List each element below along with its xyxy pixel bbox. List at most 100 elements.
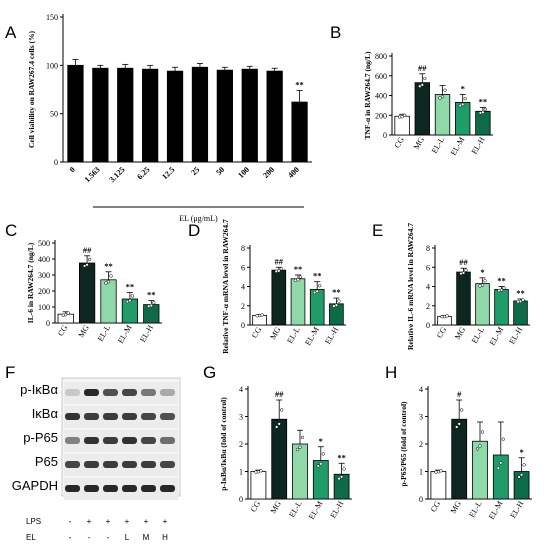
bar-g-2 bbox=[292, 443, 308, 500]
x-tick-label: MG bbox=[449, 499, 463, 515]
significance-label: ## bbox=[83, 245, 92, 255]
y-tick-label: 50 bbox=[50, 110, 58, 119]
x-tick-label: EL-L bbox=[96, 323, 113, 343]
sample-point bbox=[519, 473, 524, 477]
panel-letter-c: C bbox=[5, 221, 17, 240]
bar-a-0 bbox=[67, 64, 84, 163]
sample-point bbox=[501, 437, 505, 441]
x-tick-label: CG bbox=[392, 135, 405, 149]
sample-point bbox=[296, 278, 300, 282]
x-axis-label: EL (μg/mL) bbox=[179, 214, 218, 223]
blot-band bbox=[103, 413, 118, 420]
y-tick-label: 6 bbox=[241, 263, 245, 272]
x-tick-label: MG bbox=[77, 323, 91, 339]
sample-point bbox=[300, 435, 305, 440]
x-tick-label: EL-H bbox=[507, 325, 524, 345]
significance-label: * bbox=[461, 84, 465, 94]
x-tick-label: MG bbox=[453, 325, 467, 341]
sample-point bbox=[480, 283, 485, 287]
el-sign: L bbox=[125, 533, 130, 542]
sample-point bbox=[438, 96, 442, 100]
bar-a-8 bbox=[266, 70, 283, 163]
panel-letter-b: B bbox=[330, 23, 341, 42]
sample-point bbox=[483, 279, 487, 283]
blot-band bbox=[65, 413, 80, 420]
x-tick-label: EL-M bbox=[116, 324, 134, 345]
x-tick-label: 400 bbox=[286, 165, 301, 180]
bar-h-0 bbox=[430, 471, 447, 500]
sample-point bbox=[313, 290, 317, 295]
significance-label: ** bbox=[313, 271, 322, 281]
sample-point bbox=[298, 275, 303, 279]
sample-point bbox=[455, 425, 459, 429]
sample-point bbox=[260, 313, 264, 317]
significance-label: ** bbox=[294, 264, 303, 274]
sample-point bbox=[502, 286, 506, 290]
bar-d-3 bbox=[309, 288, 325, 326]
sample-point bbox=[130, 294, 135, 298]
bar-e-2 bbox=[475, 283, 490, 326]
bar-e-1 bbox=[456, 271, 471, 326]
sample-point bbox=[518, 299, 523, 304]
y-tick-label: 8 bbox=[426, 244, 430, 253]
y-tick-label: 2 bbox=[241, 302, 245, 311]
chart-e: 0 2 4 6 8 Relative IL-6 mRNA level in RAW264.… bbox=[406, 223, 530, 350]
el-sign: M bbox=[143, 533, 150, 542]
x-tick-label: EL-M bbox=[488, 326, 506, 347]
y-axis-label: p-P65/P65 (fold of control) bbox=[399, 401, 408, 487]
significance-label: ## bbox=[275, 389, 284, 399]
significance-label: ** bbox=[147, 290, 156, 300]
sample-point bbox=[481, 110, 485, 114]
bar-b-3 bbox=[455, 102, 471, 136]
y-tick-label: 0 bbox=[241, 321, 245, 330]
y-tick-label: 0 bbox=[54, 158, 58, 167]
significance-label: * bbox=[519, 447, 523, 457]
blot-band bbox=[141, 437, 156, 444]
sample-point bbox=[418, 84, 422, 88]
sample-point bbox=[128, 298, 132, 303]
x-tick-label: EL-H bbox=[138, 323, 155, 343]
x-tick-label: EL-L bbox=[430, 135, 447, 155]
lps-sign: + bbox=[125, 517, 130, 526]
blot-band bbox=[84, 461, 99, 468]
sample-point bbox=[66, 311, 70, 315]
sample-point bbox=[318, 284, 322, 288]
y-tick-label: 300 bbox=[38, 271, 50, 280]
sample-point bbox=[342, 467, 346, 471]
el-sign: H bbox=[162, 533, 168, 542]
sample-point bbox=[464, 268, 468, 272]
blot-band bbox=[84, 437, 99, 444]
bar-c-1 bbox=[78, 262, 96, 324]
blot-band bbox=[84, 389, 99, 396]
y-axis-label: TNF-α in RAW264.7 (ng/L) bbox=[363, 51, 372, 139]
y-tick-label: 800 bbox=[375, 52, 387, 61]
y-tick-label: 150 bbox=[46, 13, 58, 22]
blot-row-bg bbox=[64, 430, 178, 452]
significance-label: ** bbox=[126, 282, 135, 292]
y-axis-label: p-IκBα/IκBα (fold of control) bbox=[219, 397, 228, 491]
y-tick-label: 1 bbox=[239, 468, 243, 477]
sample-point bbox=[337, 299, 341, 303]
blot-label-gapdh: GAPDH bbox=[12, 478, 58, 493]
y-tick-label: 2 bbox=[239, 440, 243, 449]
chart-a: 0 50 100 150 Cell viability on RAW267.4 cell… bbox=[27, 13, 312, 223]
sample-point bbox=[402, 113, 407, 117]
y-tick-label: 200 bbox=[38, 287, 50, 296]
sample-point bbox=[152, 301, 156, 305]
significance-label: ** bbox=[337, 452, 346, 462]
blot-band bbox=[141, 461, 156, 468]
sample-point bbox=[149, 303, 153, 308]
x-tick-label: CG bbox=[56, 323, 69, 337]
sample-point bbox=[87, 257, 92, 262]
blot-label-p-ikba: p-IκBα bbox=[20, 382, 58, 397]
y-tick-label: 400 bbox=[375, 92, 387, 101]
sample-point bbox=[275, 425, 279, 429]
significance-label: * bbox=[319, 436, 323, 446]
bar-a-6 bbox=[216, 69, 233, 163]
sample-point bbox=[460, 408, 464, 412]
significance-label: ** bbox=[332, 287, 341, 297]
sample-point bbox=[458, 103, 462, 108]
bar-d-4 bbox=[329, 303, 344, 326]
